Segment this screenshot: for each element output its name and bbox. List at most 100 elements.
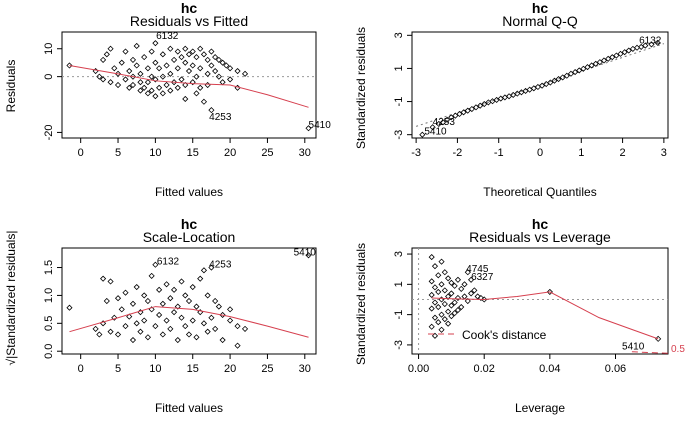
data-point [241, 325, 249, 332]
data-point [122, 76, 129, 83]
data-point [170, 79, 178, 86]
data-point [204, 70, 211, 77]
data-point [460, 109, 467, 116]
data-point [133, 62, 140, 69]
panel-title: Normal Q-Q [502, 13, 578, 29]
x-tick-label: 20 [224, 363, 236, 375]
y-tick-label: 0 [43, 74, 55, 80]
axis-ticks: 0 5 10 15 20 25 30 -20 0 10 [43, 43, 311, 159]
data-point [223, 62, 230, 69]
data-point [129, 73, 137, 80]
data-point [208, 264, 215, 271]
data-point [163, 81, 170, 89]
x-tick-label: 10 [149, 363, 161, 375]
data-point [167, 325, 174, 332]
data-point [200, 267, 208, 274]
data-point [464, 107, 471, 114]
data-point [159, 331, 166, 338]
data-point [92, 325, 99, 332]
data-point [454, 294, 462, 302]
y-tick-label: 1 [393, 65, 405, 71]
data-point [464, 297, 471, 305]
data-point [208, 48, 215, 55]
data-point [212, 325, 219, 332]
data-point [167, 70, 174, 77]
data-point [215, 56, 222, 63]
y-tick-label: 3 [393, 251, 405, 257]
data-point [126, 313, 133, 320]
data-point [435, 288, 442, 295]
data-point [543, 80, 550, 88]
y-tick-label: 1.0 [43, 288, 55, 303]
data-point [144, 79, 151, 86]
data-point [454, 307, 462, 314]
data-point [448, 279, 455, 286]
x-tick-label: 20 [224, 147, 236, 159]
data-point [477, 102, 484, 109]
data-point [642, 42, 649, 49]
data-point [438, 258, 445, 265]
data-point [197, 45, 204, 52]
data-point [445, 275, 452, 282]
panel-normal-qq: hc Normal Q-Q Theoretical Quantiles Stan… [354, 0, 669, 199]
data-point [215, 303, 222, 310]
data-point [439, 119, 447, 126]
data-point [170, 56, 178, 63]
x-tick-label: 0.04 [539, 363, 560, 375]
point-annotation: 4745 [466, 264, 489, 275]
data-point [144, 90, 151, 97]
data-point [193, 334, 200, 341]
data-point [419, 131, 426, 138]
data-point [445, 308, 452, 315]
x-tick-label: 30 [299, 147, 311, 159]
data-point [182, 45, 189, 52]
point-annotation: 5410 [622, 341, 645, 352]
panel-model-label: hc [181, 0, 198, 16]
data-point [200, 51, 208, 58]
smoother-line [69, 64, 309, 108]
data-point [182, 59, 189, 66]
data-point [96, 73, 103, 80]
data-point [111, 314, 118, 321]
y-tick-label: 1 [393, 281, 405, 287]
x-tick-label: 0.00 [408, 363, 429, 375]
data-point [200, 98, 208, 105]
data-point [435, 319, 442, 326]
data-point [137, 87, 144, 94]
data-point [234, 342, 241, 349]
data-point [163, 281, 170, 288]
data-point [159, 90, 166, 97]
data-point [654, 39, 661, 46]
data-point [208, 107, 215, 114]
data-point [129, 56, 137, 63]
data-point [219, 311, 226, 319]
data-point [148, 272, 155, 279]
data-point [185, 297, 193, 305]
panel-model-label: hc [532, 0, 549, 16]
data-point [178, 76, 185, 83]
data-point [219, 336, 226, 344]
data-point [648, 41, 655, 48]
point-annotation: 6132 [156, 31, 179, 42]
plot-frame [61, 31, 317, 139]
data-point [141, 292, 148, 299]
x-tick-label: 0.02 [473, 363, 494, 375]
data-point [152, 59, 159, 66]
data-point [431, 332, 439, 339]
data-point [461, 281, 468, 288]
data-point [197, 84, 204, 91]
data-point [114, 81, 122, 89]
panel-title: Residuals vs Leverage [469, 229, 611, 245]
data-point [551, 77, 558, 84]
data-point [227, 306, 234, 313]
data-point [174, 303, 181, 310]
x-tick-label: 5 [115, 147, 121, 159]
data-point [448, 313, 455, 320]
data-point [431, 284, 439, 291]
data-point [193, 90, 200, 97]
data-point [156, 286, 163, 293]
data-point [114, 331, 122, 338]
plot-frame [411, 247, 669, 355]
data-point [118, 306, 125, 313]
